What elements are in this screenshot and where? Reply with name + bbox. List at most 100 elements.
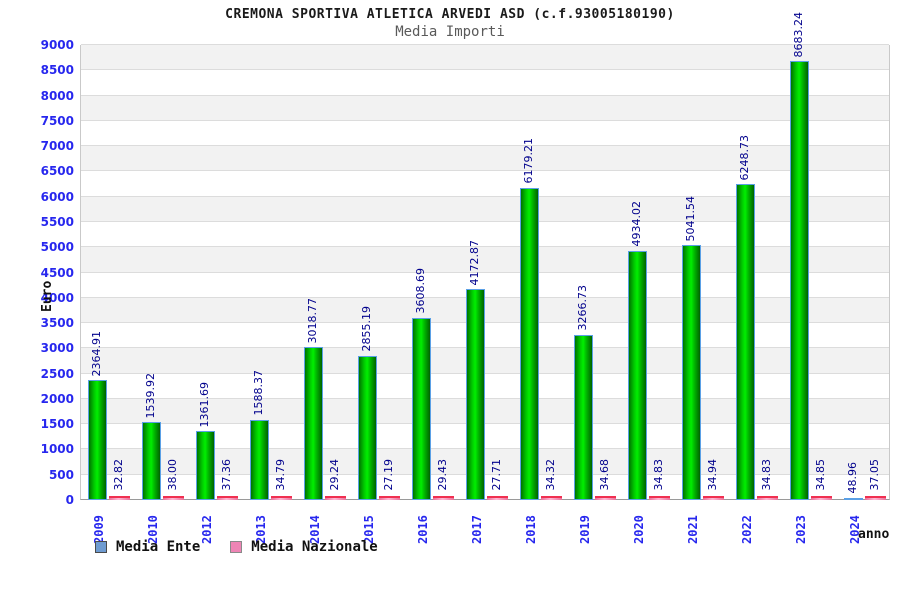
plot-band bbox=[81, 69, 889, 95]
plot-band bbox=[81, 145, 889, 171]
media-nazionale-bar[interactable] bbox=[487, 496, 508, 500]
media-nazionale-value-label: 34.68 bbox=[598, 458, 611, 491]
media-ente-bar[interactable] bbox=[142, 422, 161, 500]
y-tick-label: 8500 bbox=[40, 63, 74, 78]
plot-band bbox=[81, 94, 889, 120]
media-nazionale-value-label: 29.24 bbox=[328, 458, 341, 491]
media-ente-value-label: 2364.91 bbox=[90, 330, 103, 377]
x-axis-title: anno bbox=[858, 527, 890, 542]
y-tick-label: 2500 bbox=[40, 366, 74, 381]
media-nazionale-value-label: 29.43 bbox=[436, 458, 449, 491]
media-ente-value-label: 3266.73 bbox=[576, 285, 589, 331]
legend-label-media-nazionale: Media Nazionale bbox=[251, 539, 378, 555]
media-ente-value-label: 4172.87 bbox=[468, 239, 481, 286]
media-ente-bar[interactable] bbox=[736, 184, 755, 500]
media-ente-value-label: 1539.92 bbox=[144, 372, 157, 419]
media-ente-bar[interactable] bbox=[628, 250, 647, 500]
y-tick-label: 1000 bbox=[40, 442, 74, 457]
media-nazionale-value-label: 34.83 bbox=[760, 458, 773, 491]
grid-line bbox=[81, 119, 889, 121]
plot-band bbox=[81, 322, 889, 348]
media-ente-value-label: 3608.69 bbox=[414, 268, 427, 314]
x-tick-label-2019: 2019 bbox=[578, 515, 592, 544]
grid-line bbox=[81, 347, 889, 349]
x-tick-label-2017: 2017 bbox=[470, 515, 484, 544]
y-tick-label: 7000 bbox=[40, 139, 74, 154]
x-tick-label-2021: 2021 bbox=[686, 515, 700, 544]
media-ente-bar[interactable] bbox=[520, 187, 539, 500]
grid-line bbox=[81, 145, 889, 147]
media-nazionale-bar[interactable] bbox=[541, 496, 562, 500]
legend: Media Ente Media Nazionale bbox=[95, 539, 408, 555]
legend-label-media-ente: Media Ente bbox=[116, 539, 201, 555]
media-nazionale-bar[interactable] bbox=[379, 496, 400, 500]
media-ente-value-label: 1361.69 bbox=[198, 381, 211, 428]
media-nazionale-value-label: 27.71 bbox=[490, 458, 503, 491]
media-ente-value-label: 4934.02 bbox=[630, 201, 643, 247]
media-ente-value-label: 8683.24 bbox=[792, 11, 805, 58]
grid-line bbox=[81, 69, 889, 71]
media-ente-value-label: 3018.77 bbox=[306, 297, 319, 344]
grid-line bbox=[81, 473, 889, 475]
grid-line bbox=[81, 423, 889, 425]
media-nazionale-bar[interactable] bbox=[325, 496, 346, 500]
grid-line bbox=[81, 296, 889, 298]
media-nazionale-bar[interactable] bbox=[271, 496, 292, 500]
media-ente-bar[interactable] bbox=[466, 289, 485, 500]
media-nazionale-value-label: 27.19 bbox=[382, 458, 395, 491]
media-ente-value-label: 6248.73 bbox=[738, 134, 751, 181]
media-ente-value-label: 6179.21 bbox=[522, 138, 535, 184]
y-tick-label: 1500 bbox=[40, 417, 74, 432]
chart-subtitle: Media Importi bbox=[395, 24, 505, 40]
media-nazionale-value-label: 32.82 bbox=[112, 458, 125, 491]
y-tick-label: 500 bbox=[48, 467, 74, 482]
x-tick-label-2020: 2020 bbox=[632, 515, 646, 544]
media-nazionale-bar[interactable] bbox=[865, 496, 886, 500]
plot-band bbox=[81, 246, 889, 272]
plot-band bbox=[81, 220, 889, 247]
y-tick-label: 6000 bbox=[40, 189, 74, 204]
media-nazionale-bar[interactable] bbox=[649, 496, 670, 500]
grid-line bbox=[81, 448, 889, 450]
y-axis-title: Euro bbox=[40, 280, 55, 312]
media-ente-bar[interactable] bbox=[304, 347, 323, 500]
grid-line bbox=[81, 322, 889, 324]
media-nazionale-value-label: 34.94 bbox=[706, 458, 719, 491]
media-ente-bar[interactable] bbox=[250, 419, 269, 500]
media-ente-bar[interactable] bbox=[574, 334, 593, 500]
x-tick-label-2022: 2022 bbox=[740, 515, 754, 544]
media-nazionale-bar[interactable] bbox=[217, 496, 238, 500]
media-ente-bar[interactable] bbox=[88, 380, 107, 500]
grid-line bbox=[81, 271, 889, 273]
media-ente-bar[interactable] bbox=[682, 245, 701, 500]
media-nazionale-bar[interactable] bbox=[703, 496, 724, 500]
y-tick-label: 3500 bbox=[40, 316, 74, 331]
chart-title: CREMONA SPORTIVA ATLETICA ARVEDI ASD (c.… bbox=[225, 7, 675, 22]
media-nazionale-value-label: 38.00 bbox=[166, 458, 179, 491]
grid-line bbox=[81, 195, 889, 197]
y-tick-label: 0 bbox=[65, 493, 74, 507]
media-nazionale-bar[interactable] bbox=[757, 496, 778, 500]
media-nazionale-bar[interactable] bbox=[109, 496, 130, 500]
media-nazionale-bar[interactable] bbox=[595, 496, 616, 500]
x-tick-label-2018: 2018 bbox=[524, 515, 538, 544]
media-ente-bar[interactable] bbox=[358, 355, 377, 500]
media-nazionale-bar[interactable] bbox=[811, 496, 832, 500]
y-tick-label: 5000 bbox=[40, 240, 74, 255]
media-nazionale-value-label: 37.36 bbox=[220, 458, 233, 491]
plot-band bbox=[81, 347, 889, 373]
media-ente-value-label: 1588.37 bbox=[252, 370, 265, 416]
media-nazionale-value-label: 34.85 bbox=[814, 458, 827, 491]
media-ente-value-label: 2855.19 bbox=[360, 306, 373, 352]
media-ente-bar[interactable] bbox=[790, 61, 809, 500]
x-tick-label-2016: 2016 bbox=[416, 515, 430, 544]
media-ente-value-label: 48.96 bbox=[846, 462, 859, 494]
media-ente-value-label: 5041.54 bbox=[684, 195, 697, 242]
plot-band bbox=[81, 44, 889, 70]
media-ente-bar[interactable] bbox=[412, 317, 431, 500]
media-ente-bar[interactable] bbox=[196, 431, 215, 500]
media-nazionale-bar[interactable] bbox=[433, 496, 454, 500]
media-nazionale-value-label: 34.79 bbox=[274, 458, 287, 491]
media-nazionale-bar[interactable] bbox=[163, 496, 184, 500]
media-ente-bar[interactable] bbox=[844, 497, 863, 501]
